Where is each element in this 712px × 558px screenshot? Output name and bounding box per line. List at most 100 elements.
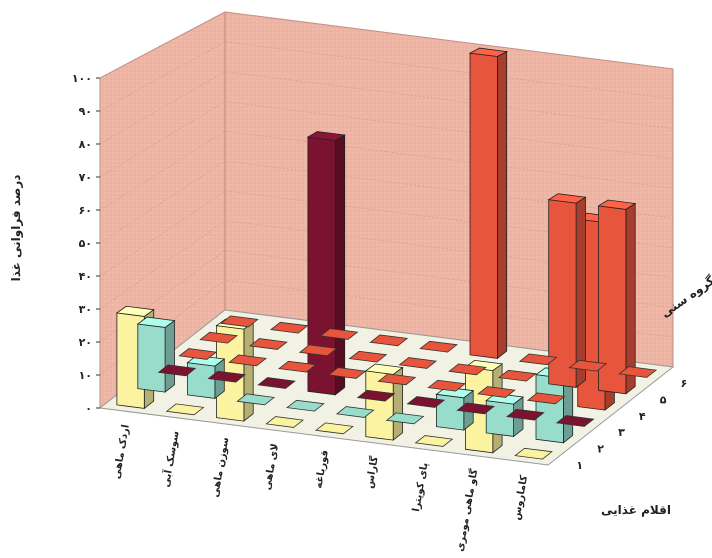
bar-side bbox=[164, 319, 175, 393]
bar-side bbox=[496, 50, 508, 360]
depth-tick-label: ۴ bbox=[639, 410, 646, 423]
bar-base-marker bbox=[477, 386, 516, 398]
category-label: قورباغه bbox=[313, 449, 331, 489]
bar-base-marker bbox=[427, 379, 467, 392]
x-axis-label: اقلام غذایی bbox=[601, 503, 671, 518]
y-tick-label: ۸۰ bbox=[79, 138, 92, 151]
bar-base-marker bbox=[377, 373, 417, 386]
y-tick-label: ۲۰ bbox=[79, 336, 92, 349]
bar-base-marker bbox=[568, 359, 608, 372]
bar-base-marker bbox=[497, 369, 537, 382]
gridline bbox=[99, 249, 674, 343]
bar-base-marker bbox=[448, 363, 487, 376]
bar-base-marker bbox=[315, 422, 354, 435]
bar-base-marker bbox=[319, 328, 359, 340]
y-axis-label: درصد فراوانی غذا bbox=[9, 175, 24, 282]
category-label: سوسک آبی bbox=[159, 430, 182, 489]
depth-tick-label: ۵ bbox=[660, 394, 667, 407]
bar-side bbox=[334, 134, 346, 396]
bar-base-marker bbox=[348, 350, 388, 363]
y-tick-label: ۳۰ bbox=[79, 303, 92, 316]
bar-base-marker bbox=[518, 353, 558, 366]
bar-base-marker bbox=[356, 389, 396, 402]
y-tick-label: ۶۰ bbox=[79, 204, 92, 217]
bar-base-marker bbox=[406, 396, 446, 408]
bar-base-marker bbox=[514, 447, 553, 460]
bar-base-marker bbox=[165, 403, 205, 416]
bar-base-marker bbox=[157, 364, 197, 377]
bar-top bbox=[306, 131, 346, 141]
bar-top bbox=[115, 305, 155, 317]
bar bbox=[186, 355, 226, 400]
gridline bbox=[99, 220, 674, 310]
bar-front bbox=[307, 136, 336, 396]
bar-base-marker bbox=[369, 334, 409, 347]
category-label: اردک ماهی bbox=[111, 424, 131, 480]
bar-top bbox=[547, 193, 587, 204]
bar-top bbox=[364, 363, 404, 375]
bar-base-marker bbox=[505, 408, 545, 421]
bars bbox=[115, 47, 658, 460]
bar-base-marker bbox=[327, 367, 367, 379]
category-label: گاراس bbox=[362, 455, 380, 489]
bar-base-marker bbox=[220, 315, 259, 328]
y-tick-label: ۷۰ bbox=[79, 171, 92, 184]
bar-base-marker bbox=[207, 370, 247, 383]
depth-axis-ticks: ۱ ۲ ۳ ۴ ۵ ۶ bbox=[576, 377, 687, 472]
bar-base-marker bbox=[385, 412, 425, 425]
bar-base-marker bbox=[456, 402, 495, 415]
category-label: کاماروس bbox=[511, 474, 530, 521]
y-tick-label: ۱۰ bbox=[79, 369, 92, 382]
bar bbox=[468, 47, 509, 360]
bar-side bbox=[575, 196, 586, 389]
bar-top bbox=[136, 316, 176, 328]
bar-side bbox=[625, 202, 636, 395]
bar-base-marker bbox=[618, 366, 658, 378]
bar bbox=[136, 316, 176, 393]
bar-base-marker bbox=[178, 348, 218, 360]
bar-base-marker bbox=[526, 392, 566, 405]
bar-base-marker bbox=[257, 377, 296, 389]
bar-base-marker bbox=[414, 435, 454, 447]
bar-base-marker bbox=[199, 331, 239, 344]
bar-base-marker bbox=[398, 357, 438, 369]
bar-base-marker bbox=[298, 344, 338, 357]
bar-side bbox=[243, 321, 254, 422]
bar bbox=[547, 193, 587, 389]
bar-base-marker bbox=[555, 415, 595, 427]
category-label: لای ماهی bbox=[262, 443, 281, 491]
gridline bbox=[99, 160, 674, 244]
bar-base-marker bbox=[248, 338, 288, 350]
bar-front bbox=[137, 323, 166, 393]
gridline bbox=[99, 130, 674, 211]
depth-tick-label: ۳ bbox=[618, 426, 625, 439]
y-tick-label: ۴۰ bbox=[79, 270, 92, 283]
bar-base-marker bbox=[335, 406, 375, 418]
y-tick-label: ۹۰ bbox=[79, 105, 92, 118]
gridline bbox=[99, 71, 674, 145]
bar-base-marker bbox=[228, 354, 267, 367]
bar bbox=[435, 386, 475, 431]
gridline bbox=[99, 11, 674, 79]
bar-base-marker bbox=[265, 416, 305, 428]
bar-base-marker bbox=[286, 399, 325, 412]
y-tick-label: ۱۰۰ bbox=[72, 72, 92, 85]
y-tick-label: ۰ bbox=[85, 402, 92, 415]
depth-tick-label: ۱ bbox=[576, 459, 583, 472]
depth-tick-label: ۲ bbox=[597, 443, 604, 456]
bar-base-marker bbox=[419, 340, 459, 353]
y-tick-label: ۵۰ bbox=[79, 237, 92, 250]
y-axis-ticks: ۰ ۱۰ ۲۰ ۳۰ ۴۰ ۵۰ ۶۰ ۷۰ ۸۰ ۹۰ ۱۰۰ bbox=[72, 72, 100, 415]
bar bbox=[597, 199, 637, 395]
bar-top bbox=[468, 47, 509, 57]
bar-base-marker bbox=[277, 360, 317, 373]
bar-base-marker bbox=[236, 393, 276, 406]
bar-front bbox=[469, 52, 498, 359]
bar-base-marker bbox=[269, 321, 309, 334]
gridline bbox=[99, 100, 674, 178]
gridline bbox=[99, 190, 674, 277]
category-label: پای کوپترا bbox=[411, 462, 431, 513]
depth-tick-label: ۶ bbox=[681, 377, 688, 390]
category-label: گاو ماهی مومری bbox=[453, 468, 480, 553]
